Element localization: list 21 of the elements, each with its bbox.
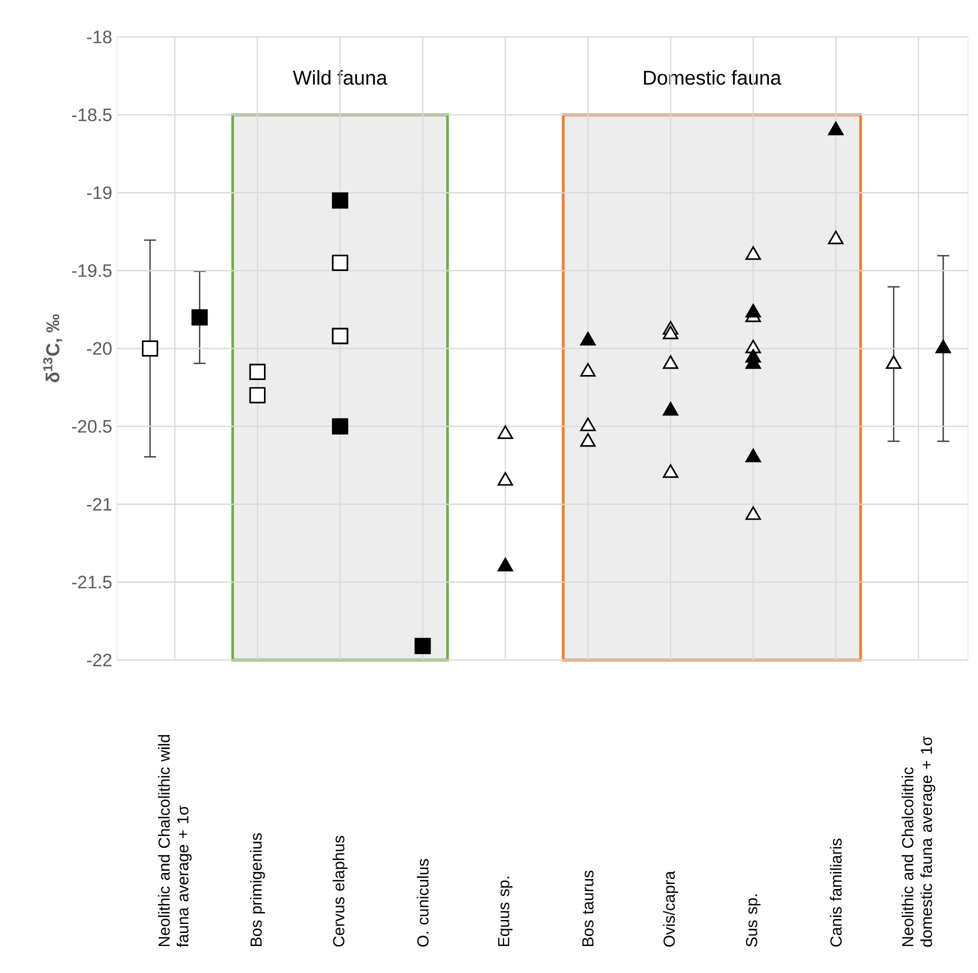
y-tick-label: -20 — [87, 342, 112, 355]
x-tick-label: Bos primigenius — [250, 833, 265, 946]
y-tick-label: -19 — [87, 186, 112, 200]
y-tick-label: -18.5 — [72, 108, 112, 122]
y-tick-label: -22 — [87, 654, 112, 666]
x-tick-label: Cervus elaphus — [332, 836, 348, 947]
y-tick-label: -18 — [87, 30, 112, 44]
y-axis-title: δ$^{13}$C, ‰ — [43, 314, 62, 382]
x-tick-label: Ovis/capra — [663, 870, 678, 947]
x-tick-label: Canis familiaris — [830, 838, 842, 947]
x-tick-label: Sus sp. — [746, 894, 760, 947]
x-tick-label: Equus sp. — [498, 876, 512, 946]
x-tick-label: Neolithic and Chalcolithic wild fauna average + 1σ — [158, 735, 192, 948]
y-tick-label: -21.5 — [72, 576, 112, 588]
band-label: Domestic fauna — [644, 70, 782, 85]
x-tick-label: Bos taurus — [582, 870, 594, 946]
y-tick-label: -20.5 — [72, 420, 112, 433]
y-tick-label: -19.5 — [72, 264, 112, 277]
x-tick-label: O. cuniculus — [416, 859, 429, 947]
x-tick-label: Neolithic and Chalcolithic domestic fauna average + 1σ — [902, 736, 936, 947]
y-tick-label: -21 — [87, 498, 112, 511]
